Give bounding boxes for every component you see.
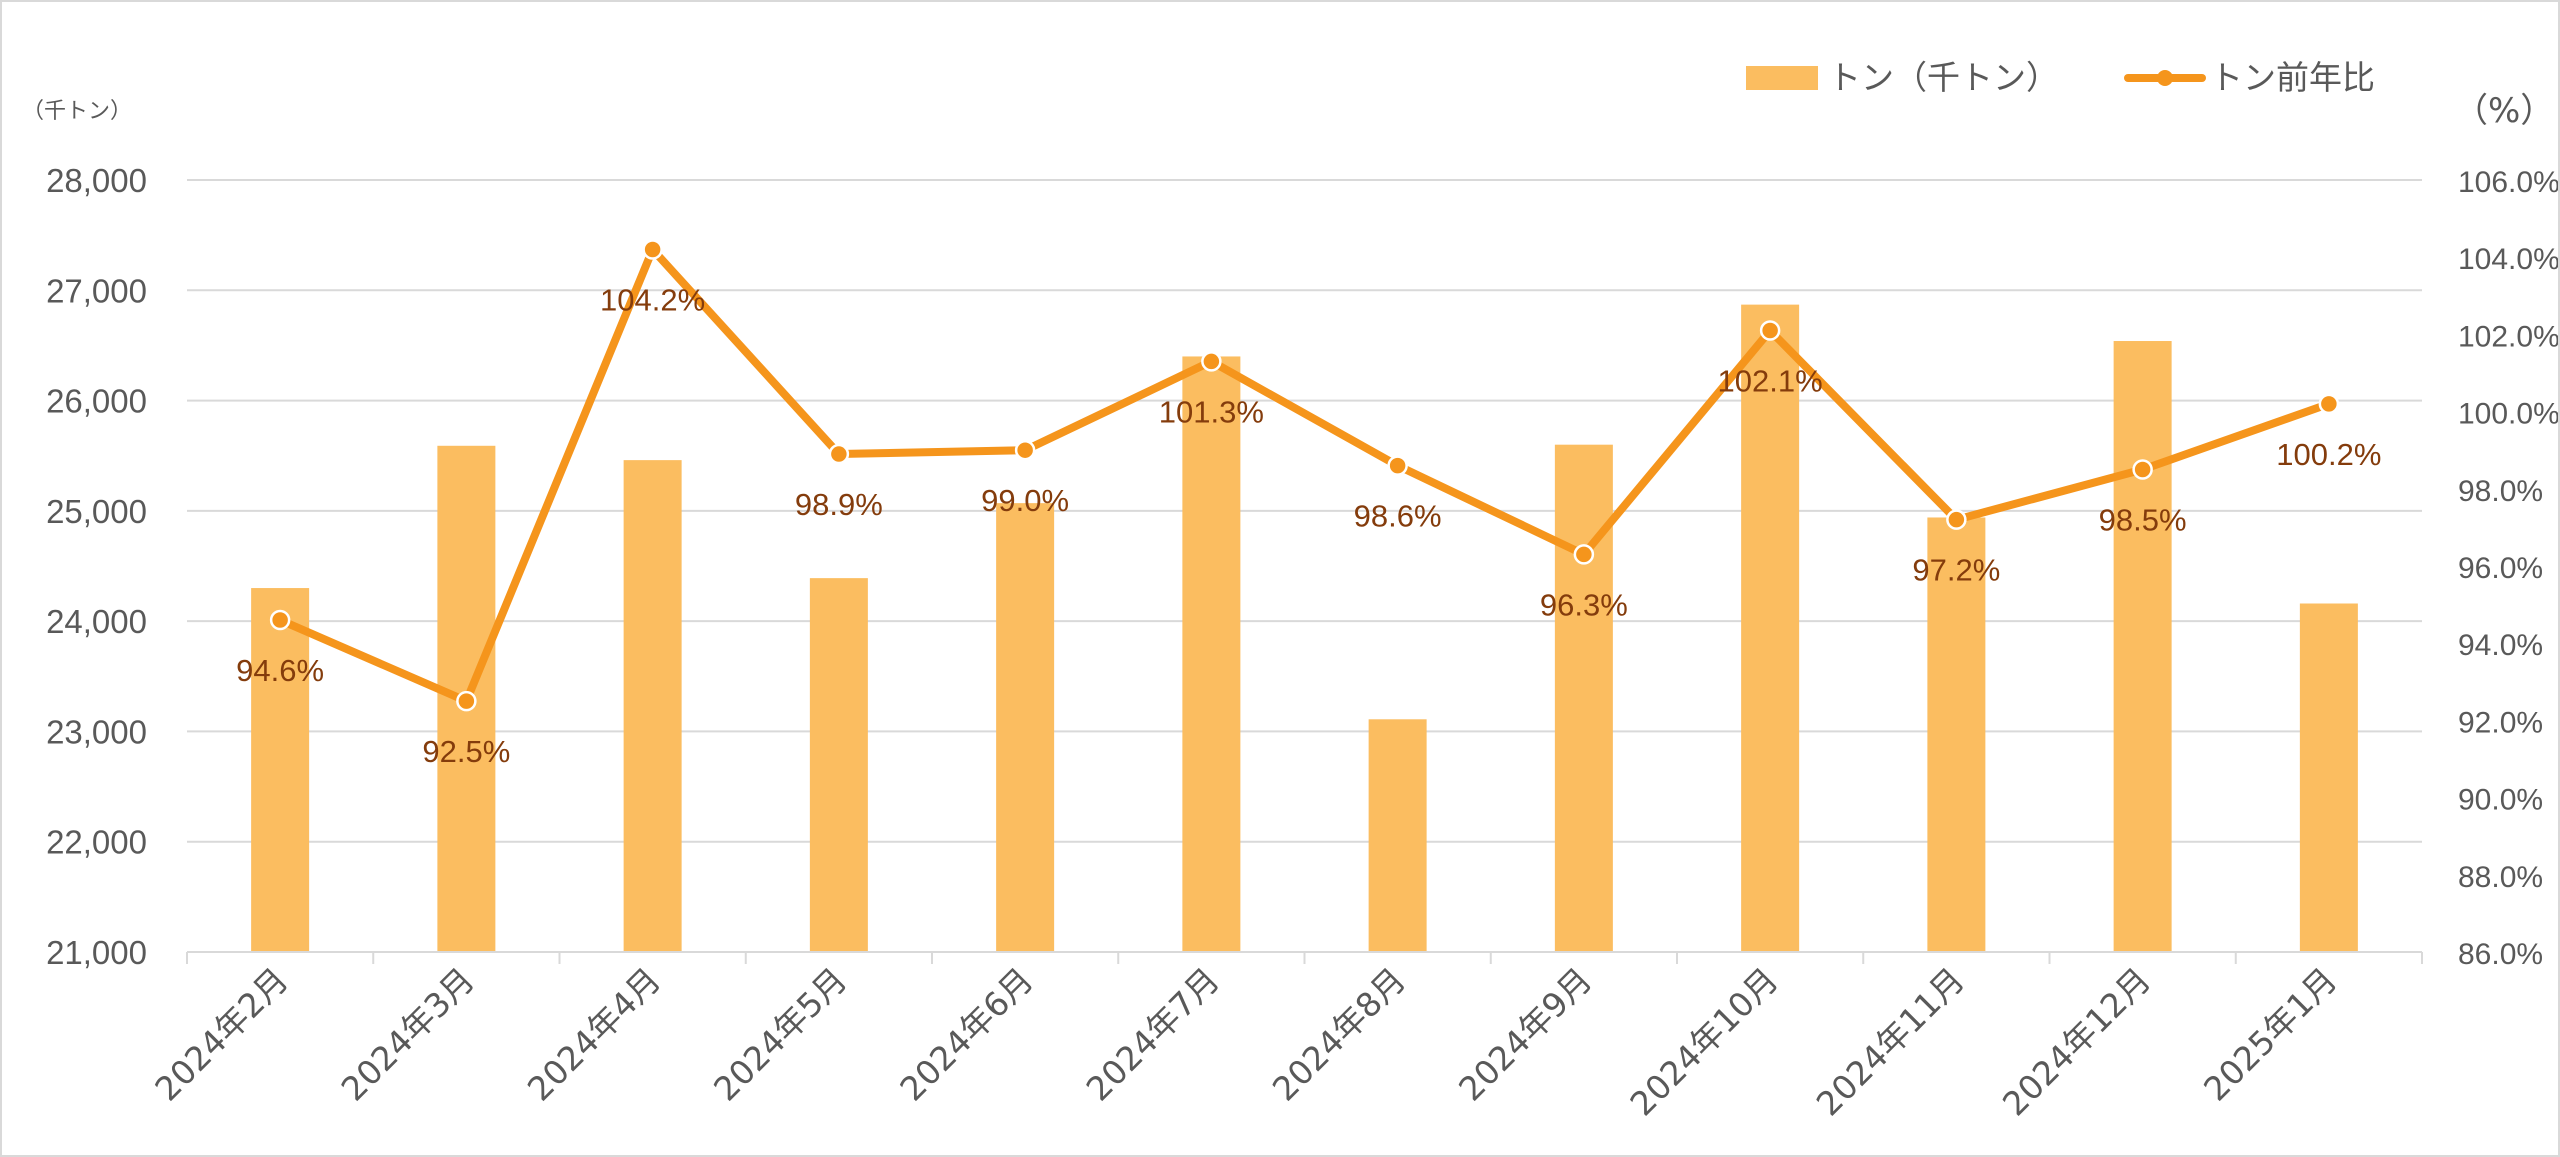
data-labels: 94.6% 92.5% 104.2% 98.9% 99.0% 101.3% 98.6% 96.…	[236, 282, 2381, 769]
axes: 21,000 22,000 23,000 24,000 25,000 26,000 27,0…	[46, 162, 2558, 1123]
left-tick-label: 25,000	[46, 493, 147, 530]
right-tick-label: 88.0%	[2458, 861, 2543, 894]
x-tick-label: 2024年2月	[147, 960, 295, 1108]
x-tick-label: 2024年6月	[892, 960, 1040, 1108]
left-tick-label: 23,000	[46, 713, 147, 750]
line-marker	[828, 443, 850, 465]
line-marker	[269, 609, 291, 631]
bar	[809, 578, 868, 952]
left-axis-unit-label: （千トン）	[22, 99, 132, 124]
data-label: 96.3%	[1540, 587, 1628, 622]
x-tick-label: 2024年11月	[1809, 960, 1972, 1123]
line-marker	[2132, 459, 2153, 480]
data-label: 104.2%	[600, 282, 705, 317]
x-tick-label: 2024年5月	[706, 960, 854, 1108]
right-tick-label: 104.0%	[2458, 243, 2558, 276]
line-marker	[1201, 351, 1222, 372]
line-marker	[1387, 455, 1408, 476]
data-label: 97.2%	[1912, 553, 2000, 588]
right-tick-label: 106.0%	[2458, 166, 2558, 199]
left-tick-label: 26,000	[46, 383, 147, 420]
bar	[2113, 341, 2172, 952]
bar	[2299, 603, 2358, 952]
x-tick-label: 2024年3月	[334, 960, 482, 1108]
right-tick-label: 92.0%	[2458, 706, 2543, 739]
bar	[1368, 719, 1427, 952]
left-tick-label: 22,000	[46, 824, 147, 861]
bar	[1927, 517, 1986, 952]
data-label: 92.5%	[422, 734, 510, 769]
line-series	[269, 239, 2340, 712]
data-label: 98.9%	[795, 487, 883, 522]
x-tick-label: 2025年1月	[2196, 960, 2344, 1108]
line-marker	[1759, 320, 1781, 341]
data-label: 101.3%	[1159, 394, 1264, 429]
legend-line-marker	[2157, 70, 2173, 86]
left-tick-label: 27,000	[46, 272, 147, 309]
x-tick-label: 2024年4月	[520, 960, 668, 1108]
line-marker	[1946, 509, 1967, 530]
bar	[1741, 304, 1800, 952]
right-tick-label: 96.0%	[2458, 552, 2543, 585]
left-tick-label: 24,000	[46, 603, 147, 640]
data-label: 102.1%	[1718, 364, 1823, 399]
x-tick-label: 2024年12月	[1995, 960, 2158, 1123]
right-axis-unit-label: （%）	[2454, 91, 2554, 131]
line-marker	[642, 239, 663, 260]
legend-bar-label: トン（千トン）	[1828, 58, 2059, 97]
data-label: 94.6%	[236, 653, 324, 688]
right-tick-label: 90.0%	[2458, 784, 2543, 817]
x-tick-label: 2024年9月	[1451, 960, 1599, 1108]
gridlines	[187, 179, 2422, 843]
line-marker	[1573, 544, 1595, 565]
bar	[1554, 444, 1613, 952]
legend-bar-swatch	[1746, 66, 1818, 90]
bar	[623, 460, 682, 952]
right-tick-label: 102.0%	[2458, 320, 2558, 353]
bar	[996, 503, 1055, 952]
left-tick-label: 28,000	[46, 162, 147, 199]
data-label: 98.6%	[1354, 499, 1442, 534]
bar	[1182, 356, 1241, 952]
right-tick-label: 86.0%	[2458, 938, 2543, 971]
right-tick-label: 98.0%	[2458, 475, 2543, 508]
data-label: 99.0%	[981, 483, 1069, 518]
line-marker	[1014, 439, 1036, 461]
x-tick-label: 2024年7月	[1079, 960, 1227, 1108]
line-marker	[456, 690, 477, 712]
right-tick-label: 94.0%	[2458, 629, 2543, 662]
line-marker	[2318, 393, 2340, 415]
x-tick-label: 2024年10月	[1622, 960, 1785, 1123]
x-tick-label: 2024年8月	[1265, 960, 1413, 1108]
right-tick-label: 100.0%	[2458, 398, 2558, 431]
data-label: 100.2%	[2276, 437, 2381, 472]
yoy-line	[276, 245, 2333, 706]
legend-line-label: トン前年比	[2210, 58, 2375, 97]
left-tick-label: 21,000	[46, 934, 147, 971]
bar-series	[251, 304, 2358, 952]
bar	[251, 588, 310, 952]
legend: トン（千トン） トン前年比	[1746, 58, 2375, 97]
data-label: 98.5%	[2099, 503, 2187, 538]
